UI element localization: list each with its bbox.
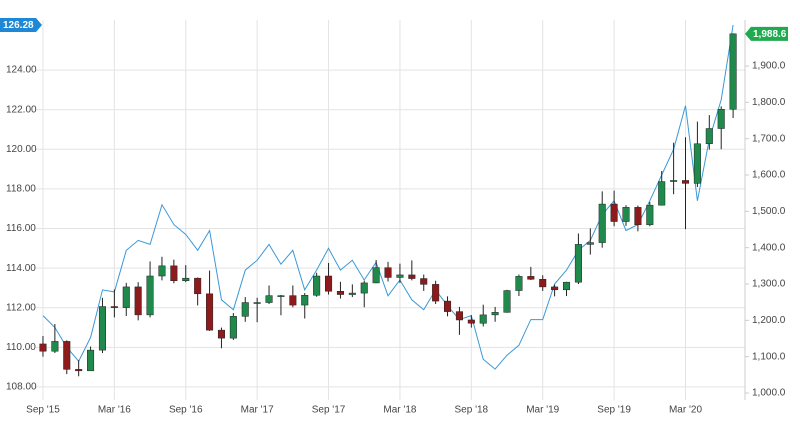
candle-body (717, 109, 725, 129)
tag-box (745, 26, 788, 41)
x-tick-label: Sep '15 (26, 405, 60, 416)
candle-body (610, 203, 618, 222)
candle-body (586, 242, 594, 245)
candle-body (98, 306, 106, 351)
x-tick-label: Mar '17 (241, 405, 274, 416)
candle-body (515, 276, 523, 291)
candle-body (681, 180, 690, 184)
y-tick-label: 112.00 (6, 302, 36, 313)
candle-body (289, 295, 297, 306)
tag-label: 126.28 (3, 20, 34, 31)
candle-body (87, 349, 95, 372)
y-tick-label: 116.00 (6, 223, 36, 234)
y-tick-label: 110.00 (6, 342, 36, 353)
y-tick-label: 120.00 (6, 144, 37, 155)
x-tick-label: Sep '16 (169, 405, 203, 416)
candle-body (158, 265, 166, 277)
candle-body (194, 277, 202, 295)
x-tick-label: Mar '19 (526, 405, 559, 416)
candle-body (634, 207, 642, 226)
candle-body (539, 279, 547, 288)
candle-body (729, 33, 737, 110)
candle-body (705, 128, 713, 145)
candle-body (170, 265, 178, 281)
candle-body (277, 295, 285, 297)
last-price-tag: 1,988.6 (745, 26, 788, 41)
y2-tick-label: 1,300.0 (752, 279, 786, 290)
y-tick-label: 114.00 (6, 263, 36, 274)
candle-body (39, 343, 47, 352)
candle-body (551, 286, 559, 291)
candle-body (670, 180, 678, 182)
y-tick-label: 122.00 (6, 104, 37, 115)
candle-body (110, 306, 118, 308)
x-tick-label: Sep '17 (312, 405, 346, 416)
candle-body (63, 341, 71, 370)
candle-body (658, 181, 666, 206)
candle-body (693, 143, 701, 184)
candle-body (455, 311, 463, 321)
y2-tick-label: 1,100.0 (752, 351, 786, 362)
candle-body (313, 275, 321, 296)
y-tick-label: 118.00 (6, 184, 36, 195)
candle-body (146, 275, 154, 316)
candle-body (253, 302, 261, 304)
candle-body (420, 278, 428, 285)
candle-body (562, 281, 571, 291)
y2-tick-label: 1,000.0 (752, 388, 786, 399)
candle-body (503, 290, 511, 313)
x-tick-label: Mar '16 (98, 405, 131, 416)
candle-body (51, 341, 59, 352)
last-value-tag: 126.28 (0, 18, 42, 32)
candle-body (467, 319, 475, 324)
candle-body (622, 207, 630, 222)
y-tick-label: 124.00 (6, 65, 37, 76)
line-series (42, 24, 734, 370)
candle-body (598, 203, 606, 243)
candle-body (372, 267, 380, 284)
candle-body (444, 300, 452, 312)
candle-body (527, 276, 535, 280)
y2-tick-label: 1,700.0 (752, 133, 786, 144)
candle-body (182, 277, 190, 281)
candle-body (229, 316, 237, 339)
x-tick-label: Sep '18 (455, 405, 489, 416)
y2-tick-label: 1,800.0 (752, 97, 786, 108)
y2-tick-label: 1,400.0 (752, 242, 786, 253)
candle-body (206, 293, 214, 331)
x-tick-label: Mar '20 (669, 405, 702, 416)
candle-body (301, 295, 309, 306)
y2-tick-label: 1,200.0 (752, 315, 786, 326)
candle-body (241, 302, 249, 317)
candle-body (646, 204, 654, 226)
candle-body (122, 286, 130, 308)
candle-body (75, 369, 83, 372)
candle-body (396, 274, 404, 278)
candle-body (325, 275, 333, 292)
candle-body (574, 244, 582, 283)
y2-tick-label: 1,900.0 (752, 61, 786, 72)
candle-body (348, 292, 356, 295)
candle-body (217, 329, 225, 339)
x-tick-label: Mar '18 (383, 405, 416, 416)
candle-body (360, 282, 368, 294)
candle-body (134, 286, 142, 316)
y2-tick-label: 1,600.0 (752, 170, 786, 181)
candle-body (265, 295, 273, 303)
y2-tick-label: 1,500.0 (752, 206, 786, 217)
tag-label: 1,988.6 (753, 29, 787, 40)
candle-body (336, 291, 344, 295)
x-tick-label: Sep '19 (597, 405, 631, 416)
tag-box (0, 18, 42, 32)
candle-body (479, 314, 487, 324)
candle-body (384, 267, 392, 278)
candle-body (491, 312, 499, 316)
y-tick-label: 108.00 (6, 382, 37, 393)
candle-body (432, 284, 440, 302)
candle-body (408, 274, 416, 279)
